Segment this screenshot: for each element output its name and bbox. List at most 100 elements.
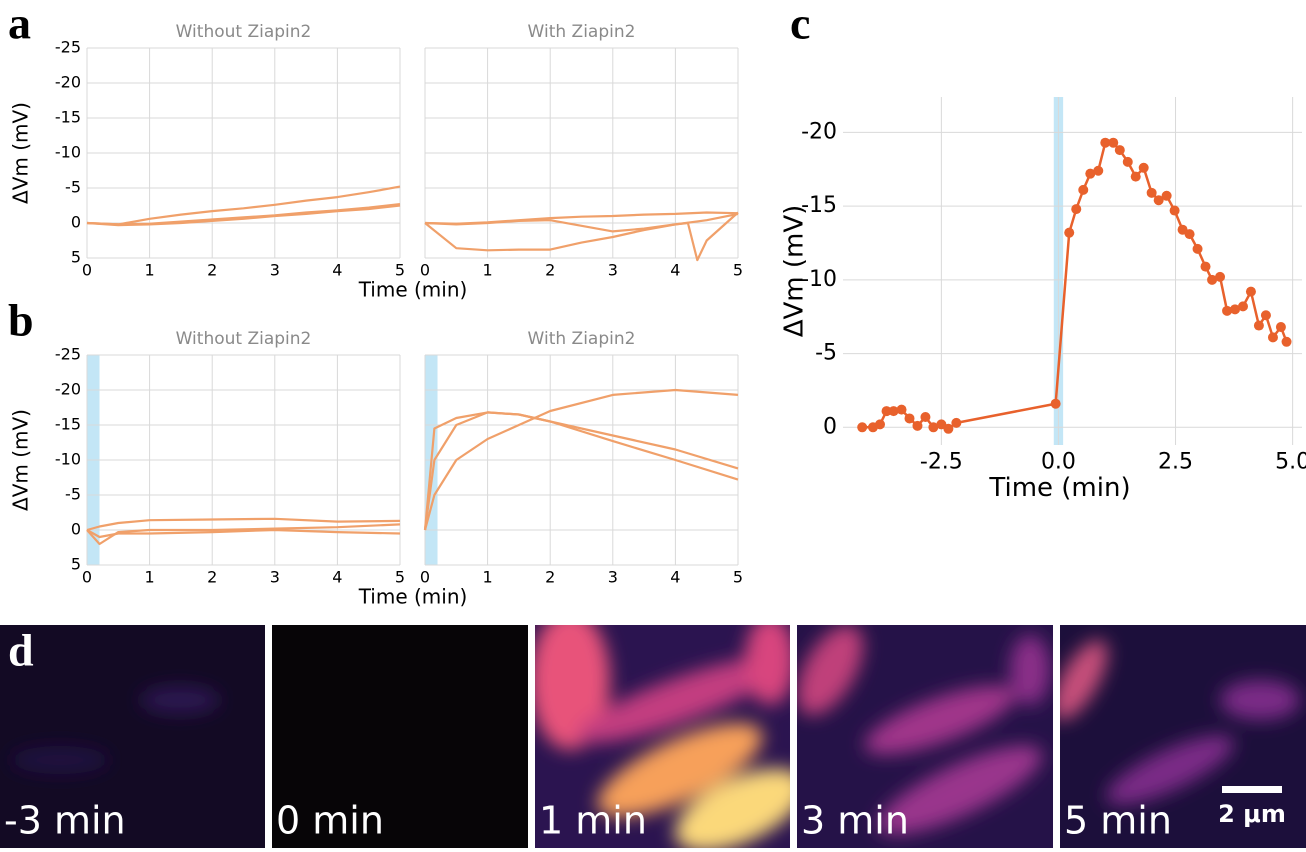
data-point — [943, 423, 954, 434]
x-tick-label: 5 — [395, 260, 405, 279]
data-point — [1207, 274, 1218, 285]
frame-label: 0 min — [276, 799, 384, 843]
x-tick-label: 3 — [270, 567, 280, 586]
frame-label: 3 min — [801, 799, 909, 843]
x-tick-label: 5.0 — [1275, 450, 1306, 475]
y-tick-label: -15 — [55, 415, 81, 434]
data-point — [1064, 227, 1075, 238]
data-point — [857, 422, 868, 433]
y-tick-label: -10 — [801, 267, 837, 292]
data-line — [423, 411, 739, 531]
x-axis-label: Time (min) — [988, 473, 1130, 503]
data-point — [875, 419, 886, 430]
data-point — [1153, 195, 1164, 206]
data-point — [912, 420, 923, 431]
y-tick-label: 0 — [71, 213, 81, 232]
y-tick-label: 5 — [71, 555, 81, 574]
frame-label: 1 min — [539, 799, 647, 843]
x-tick-label: 5 — [395, 567, 405, 586]
x-tick-label: 2 — [545, 567, 555, 586]
data-point — [896, 404, 907, 415]
data-point — [1230, 304, 1241, 315]
frame-label: -3 min — [4, 799, 126, 843]
x-tick-label: 4 — [332, 260, 342, 279]
x-tick-label: 3 — [270, 260, 280, 279]
y-axis-label: ΔVm (mV) — [9, 102, 33, 204]
data-point — [1093, 165, 1104, 176]
y-tick-label: -5 — [65, 485, 81, 504]
subplot-title: With Ziapin2 — [528, 329, 636, 349]
data-point — [888, 406, 899, 417]
data-line — [862, 141, 1288, 431]
x-tick-label: 3 — [608, 260, 618, 279]
y-tick-label: -5 — [815, 341, 837, 366]
subplot-title: Without Ziapin2 — [176, 329, 312, 349]
data-point — [1108, 137, 1119, 148]
x-axis-label: Time (min) — [358, 277, 468, 301]
y-tick-label: -10 — [55, 450, 81, 469]
data-point — [1085, 168, 1096, 179]
x-tick-label: 0 — [82, 567, 92, 586]
y-tick-label: -10 — [55, 143, 81, 162]
data-point — [928, 422, 939, 433]
y-tick-label: 0 — [71, 520, 81, 539]
microscopy-frames — [0, 625, 1306, 848]
y-tick-label: 0 — [823, 414, 837, 439]
data-point — [1078, 184, 1089, 195]
subplot-title: With Ziapin2 — [528, 22, 636, 42]
data-line — [86, 204, 401, 227]
data-line — [424, 211, 739, 262]
data-point — [1050, 398, 1061, 409]
y-tick-label: -20 — [801, 119, 837, 144]
data-point — [904, 413, 915, 424]
y-axis-label: ΔVm (mV) — [9, 409, 33, 511]
x-tick-label: 0 — [82, 260, 92, 279]
x-tick-label: 1 — [145, 260, 155, 279]
frame — [0, 625, 265, 848]
data-line — [423, 411, 739, 531]
data-point — [951, 417, 962, 428]
data-point — [1237, 301, 1248, 312]
data-point — [1138, 162, 1149, 173]
x-tick-label: 1 — [145, 567, 155, 586]
data-point — [1161, 190, 1172, 201]
x-tick-label: 4 — [670, 260, 680, 279]
y-tick-label: -15 — [801, 193, 837, 218]
y-tick-label: -25 — [55, 38, 81, 57]
x-tick-label: 3 — [608, 567, 618, 586]
data-point — [881, 406, 892, 417]
x-tick-label: 2 — [207, 567, 217, 586]
y-tick-label: -5 — [65, 178, 81, 197]
panel-label: b — [8, 295, 34, 346]
data-point — [1215, 271, 1226, 282]
y-tick-label: -20 — [55, 73, 81, 92]
frame-texture — [1060, 640, 1300, 805]
data-point — [920, 411, 931, 422]
scale-bar — [1222, 786, 1282, 793]
data-line — [86, 185, 401, 226]
x-tick-label: 0.0 — [1041, 450, 1076, 475]
data-point — [1200, 261, 1211, 272]
data-point — [1146, 187, 1157, 198]
x-tick-label: 4 — [670, 567, 680, 586]
data-point — [1267, 332, 1278, 343]
data-point — [1169, 205, 1180, 216]
frame-texture — [797, 625, 1050, 835]
data-point — [1222, 305, 1233, 316]
data-point — [1122, 156, 1133, 167]
data-point — [1130, 171, 1141, 182]
x-tick-label: 1 — [483, 567, 493, 586]
x-tick-label: 5 — [733, 260, 743, 279]
subplot-title: Without Ziapin2 — [176, 22, 312, 42]
data-line — [86, 517, 401, 532]
y-tick-label: -15 — [55, 108, 81, 127]
x-tick-label: 1 — [483, 260, 493, 279]
data-line — [86, 528, 401, 539]
frame-texture — [535, 625, 790, 848]
y-tick-label: 5 — [71, 248, 81, 267]
frame-texture — [10, 686, 220, 774]
data-point — [1281, 336, 1292, 347]
x-axis-label: Time (min) — [358, 584, 468, 608]
data-point — [1114, 145, 1125, 156]
x-tick-label: 2 — [545, 260, 555, 279]
